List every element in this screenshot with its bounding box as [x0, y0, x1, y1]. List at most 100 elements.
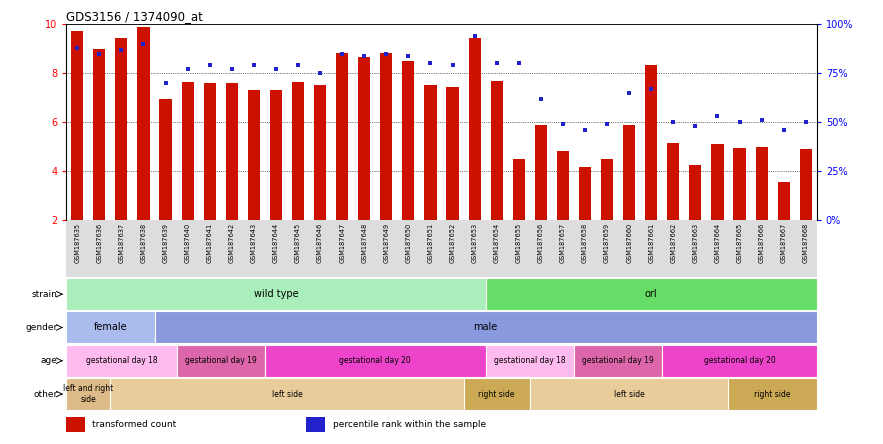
Text: transformed count: transformed count [93, 420, 177, 429]
Point [623, 89, 637, 96]
Bar [155, 312, 817, 344]
Text: GSM187665: GSM187665 [736, 222, 743, 263]
Text: GSM187648: GSM187648 [361, 222, 367, 263]
Bar [336, 52, 348, 220]
Text: GSM187641: GSM187641 [207, 222, 213, 263]
Bar [530, 378, 728, 410]
Bar [557, 151, 569, 220]
Text: GSM187645: GSM187645 [295, 222, 301, 263]
Bar [668, 143, 679, 220]
Point [268, 66, 283, 73]
Point [556, 120, 570, 127]
Point [600, 120, 615, 127]
Point [777, 127, 791, 134]
Bar [66, 378, 110, 410]
Point [203, 62, 217, 69]
Text: GSM187637: GSM187637 [118, 222, 125, 263]
Bar [265, 345, 486, 377]
Text: GSM187658: GSM187658 [582, 222, 588, 263]
Point [667, 119, 681, 126]
Bar [66, 312, 155, 344]
Text: GSM187644: GSM187644 [273, 222, 279, 263]
Text: gestational day 20: gestational day 20 [704, 356, 775, 365]
Point [291, 62, 306, 69]
Text: gender: gender [25, 323, 57, 332]
Point [180, 66, 194, 73]
Bar [270, 90, 282, 220]
Text: percentile rank within the sample: percentile rank within the sample [333, 420, 486, 429]
Text: GSM187656: GSM187656 [538, 222, 544, 263]
Text: GSM187657: GSM187657 [560, 222, 566, 263]
Point [357, 52, 372, 59]
Text: strain: strain [32, 289, 57, 299]
Bar [728, 378, 817, 410]
Text: other: other [34, 389, 57, 399]
Text: age: age [41, 356, 57, 365]
Bar [535, 124, 547, 220]
Bar [756, 147, 767, 220]
Bar [138, 27, 149, 220]
Point [402, 52, 416, 59]
Point [446, 62, 460, 69]
Bar [204, 83, 215, 220]
Text: GSM187661: GSM187661 [648, 222, 654, 263]
Point [93, 50, 106, 57]
Text: left side: left side [272, 389, 302, 399]
Bar [292, 82, 304, 220]
Bar [712, 144, 723, 220]
Bar [66, 345, 177, 377]
Point [424, 60, 438, 67]
Point [247, 62, 261, 69]
Text: GSM187666: GSM187666 [758, 222, 765, 263]
Point [755, 117, 769, 124]
Text: GSM187653: GSM187653 [472, 222, 478, 263]
Text: gestational day 18: gestational day 18 [494, 356, 566, 365]
Text: gestational day 20: gestational day 20 [339, 356, 411, 365]
Text: male: male [473, 322, 498, 333]
Point [468, 32, 482, 40]
Bar [778, 182, 789, 220]
Text: gestational day 19: gestational day 19 [582, 356, 654, 365]
Bar [469, 38, 480, 220]
Bar [177, 345, 265, 377]
Point [313, 70, 328, 77]
Bar [690, 165, 701, 220]
Bar [306, 417, 325, 432]
Text: GSM187651: GSM187651 [427, 222, 434, 263]
Text: wild type: wild type [253, 289, 298, 299]
Bar [486, 345, 574, 377]
Point [159, 79, 173, 87]
Text: GSM187643: GSM187643 [251, 222, 257, 263]
Bar [94, 49, 105, 220]
Text: GSM187638: GSM187638 [140, 222, 147, 263]
Bar [403, 61, 414, 220]
Bar [358, 57, 370, 220]
Point [710, 113, 724, 120]
Text: GSM187635: GSM187635 [74, 222, 80, 263]
Point [336, 50, 350, 57]
Bar [381, 52, 392, 220]
Text: gestational day 18: gestational day 18 [86, 356, 157, 365]
Point [490, 60, 504, 67]
Bar [226, 83, 238, 220]
Bar [248, 90, 260, 220]
Bar [116, 38, 127, 220]
Point [225, 66, 239, 73]
Text: GSM187646: GSM187646 [317, 222, 323, 263]
Text: GSM187642: GSM187642 [229, 222, 235, 263]
Bar [513, 159, 525, 220]
Bar [574, 345, 662, 377]
Point [380, 50, 394, 57]
Text: GSM187650: GSM187650 [405, 222, 411, 263]
Point [115, 46, 129, 53]
Point [512, 60, 526, 67]
Point [645, 85, 659, 92]
Text: GSM187649: GSM187649 [383, 222, 389, 263]
Bar [623, 124, 635, 220]
Point [733, 119, 747, 126]
Bar [160, 99, 171, 220]
Text: female: female [94, 322, 127, 333]
Text: GSM187659: GSM187659 [604, 222, 610, 263]
Text: GSM187636: GSM187636 [96, 222, 102, 263]
Text: left side: left side [614, 389, 645, 399]
